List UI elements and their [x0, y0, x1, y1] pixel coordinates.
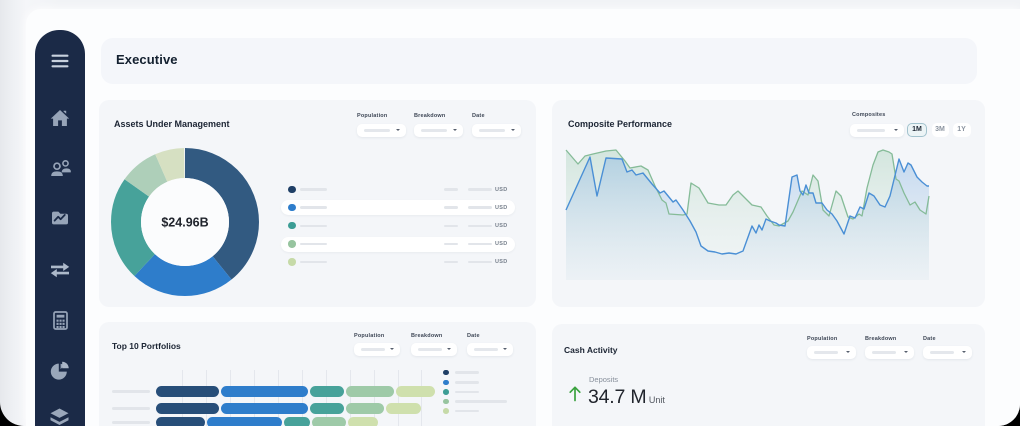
svg-text:$24.96B: $24.96B [161, 216, 208, 230]
